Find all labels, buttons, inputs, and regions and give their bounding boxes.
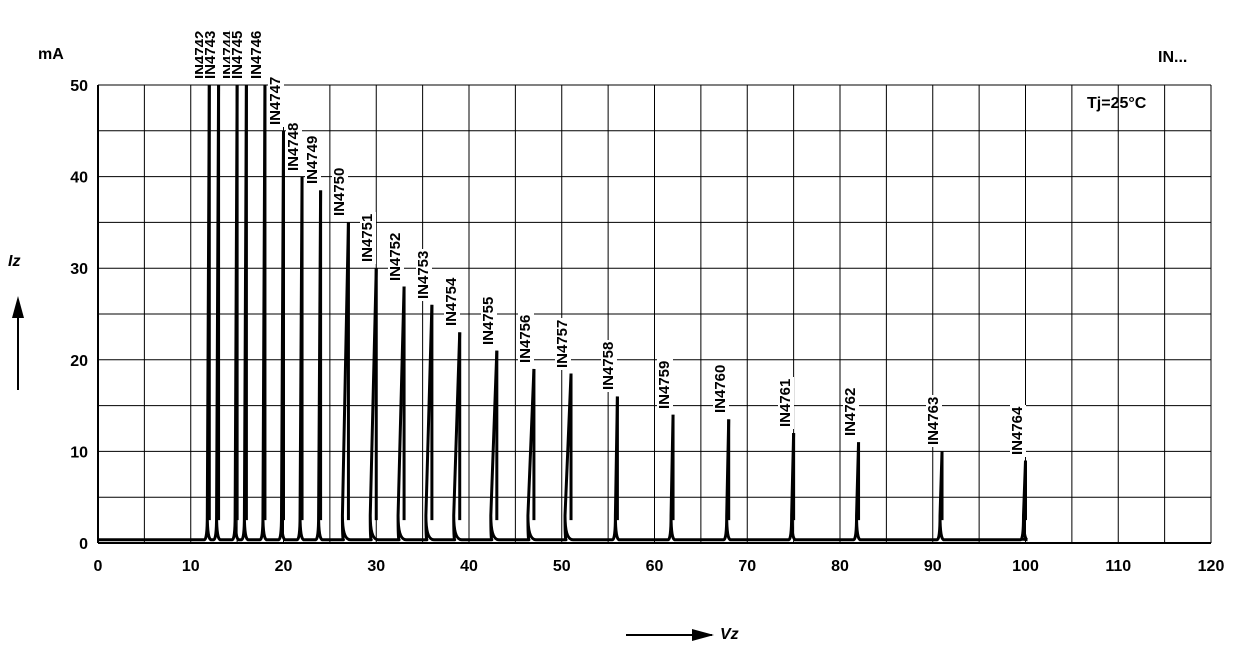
x-tick-label: 90 [924, 558, 942, 575]
series-label-in4743: IN4743 [201, 28, 219, 81]
series-label-in4749: IN4749 [303, 133, 321, 187]
y-tick-label: 10 [70, 444, 88, 461]
series-label-in4761: IN4761 [776, 376, 794, 430]
x-tick-label: 50 [553, 558, 571, 575]
series-label-in4748: IN4748 [285, 120, 303, 173]
series-label-in4758: IN4758 [600, 340, 618, 393]
series-label-in4760: IN4760 [711, 362, 729, 416]
y-tick-label: 0 [79, 536, 88, 553]
x-tick-label: 70 [738, 558, 756, 575]
series-label-in4759: IN4759 [656, 358, 674, 411]
series-label-in4764: IN4764 [1008, 404, 1026, 457]
corner-label: IN... [1158, 49, 1188, 66]
y-axis-arrow-icon [12, 296, 24, 390]
condition-label: Tj=25°C [1087, 95, 1147, 112]
zener-curves [98, 84, 1029, 542]
x-tick-label: 100 [1012, 558, 1039, 575]
series-label-in4753: IN4753 [414, 248, 432, 301]
x-tick-label: 30 [367, 558, 385, 575]
x-axis-arrow-icon [626, 629, 714, 641]
y-unit-label: mA [38, 46, 64, 63]
tick-labels: 0 10 20 30 40 50 60 70 80 90 100 110 120 0 10 20 30 40 50 [70, 78, 1224, 575]
series-label-in4747: IN4747 [266, 74, 284, 127]
x-tick-label: 110 [1105, 558, 1131, 575]
series-label-in4745: IN4745 [229, 28, 247, 81]
x-tick-label: 10 [182, 558, 200, 575]
x-tick-label: 80 [831, 558, 849, 575]
x-axis-label: Vz [720, 626, 739, 643]
x-tick-label: 60 [646, 558, 664, 575]
y-axis-label: Iz [8, 253, 21, 270]
series-label-in4754: IN4754 [442, 275, 460, 329]
series-label-in4750: IN4750 [331, 166, 349, 219]
x-tick-label: 0 [94, 558, 103, 575]
series-label-in4746: IN4746 [247, 28, 265, 81]
grid-lines [97, 84, 1212, 544]
series-label-in4762: IN4762 [841, 385, 859, 439]
x-tick-label: 40 [460, 558, 478, 575]
y-tick-label: 30 [70, 261, 88, 278]
y-tick-label: 40 [70, 170, 88, 187]
x-tick-label: 120 [1198, 558, 1225, 575]
series-label-in4756: IN4756 [516, 312, 534, 365]
y-tick-label: 50 [70, 78, 88, 95]
x-tick-label: 20 [275, 558, 293, 575]
series-label-in4763: IN4763 [925, 395, 943, 448]
series-label-in4755: IN4755 [479, 294, 497, 347]
zener-curve-path [98, 84, 1029, 542]
series-label-in4752: IN4752 [387, 230, 405, 283]
series-label-in4757: IN4757 [554, 317, 572, 370]
series-label-in4751: IN4751 [359, 211, 377, 265]
y-tick-label: 20 [70, 353, 88, 370]
